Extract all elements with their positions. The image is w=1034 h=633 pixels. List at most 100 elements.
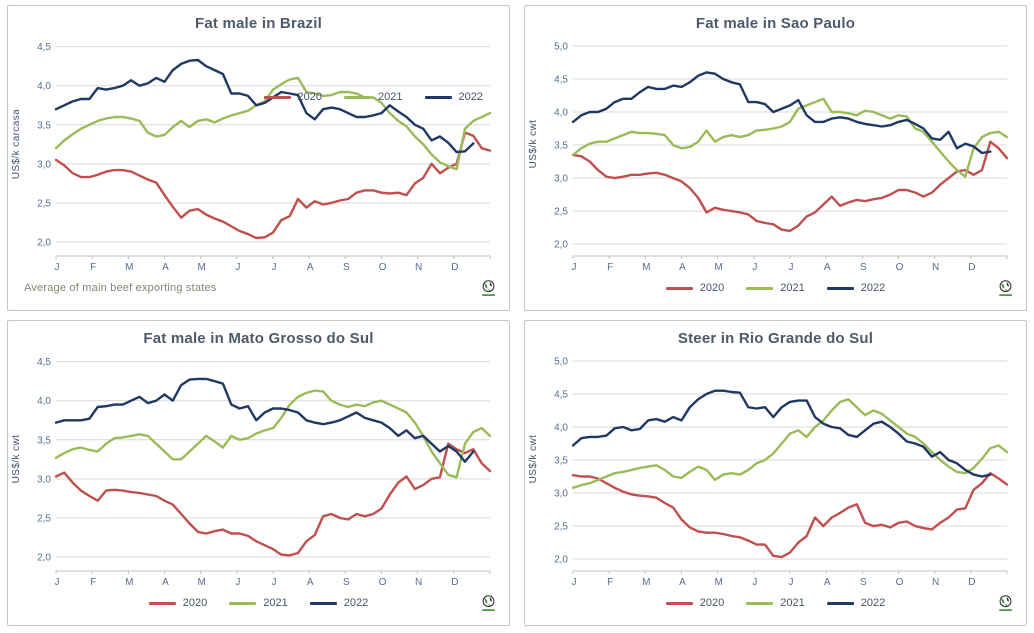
x-tick-label: F [90, 577, 96, 588]
x-tick-label: M [642, 262, 650, 273]
x-tick-label: D [968, 577, 975, 588]
legend-swatch-2020 [665, 286, 693, 290]
y-tick-label: 4,5 [37, 42, 51, 53]
plot-area: 2,0 2,5 3,0 3,5 4,0 4,5 5,0 J F M A M J J A S O N D [554, 41, 1009, 273]
x-tick-label: A [824, 577, 831, 588]
y-tick-label: 2,5 [554, 207, 568, 218]
y-tick-label: 4,0 [37, 81, 51, 92]
plot-wrap: US$/k cwt 2,0 2,5 3,0 3,5 4,0 4,5 5,0 J F M A M J J A S… [525, 34, 1026, 274]
series-line-2021 [571, 97, 1009, 178]
series-line-2020 [571, 140, 1009, 233]
y-tick-label: 2,0 [37, 237, 51, 248]
globe-logo-icon [481, 595, 496, 612]
x-tick-label: N [932, 262, 939, 273]
legend-label: 2020 [182, 597, 208, 609]
chart-title: Steer in Rio Grande do Sul [677, 330, 874, 347]
y-tick-label: 2,5 [37, 513, 51, 524]
y-tick-label: 4,0 [37, 396, 51, 407]
x-tick-label: A [824, 262, 831, 273]
legend-item-2021: 2021 [229, 597, 288, 609]
x-tick-label: O [896, 577, 904, 588]
y-tick-label: 4,5 [554, 389, 568, 400]
legend-swatch-2021 [344, 95, 372, 99]
legend-label: 2022 [458, 91, 483, 103]
x-tick-label: M [714, 262, 722, 273]
y-tick-label: 2,5 [554, 522, 568, 533]
legend-swatch-2022 [826, 286, 854, 290]
x-tick-label: O [896, 262, 904, 273]
legend: 2020 2021 2022 [263, 91, 483, 103]
y-axis-label: US$/k cwt [528, 120, 539, 169]
series-line-2022 [54, 377, 475, 463]
legend-label: 2020 [699, 282, 725, 294]
x-tick-label: J [752, 577, 757, 588]
x-tick-label: F [607, 262, 613, 273]
globe-logo-icon [481, 280, 496, 297]
y-tick-label: 2,0 [554, 240, 568, 251]
x-tick-label: M [125, 262, 133, 273]
x-tick-label: S [860, 262, 867, 273]
legend-item-2020: 2020 [665, 597, 725, 609]
x-tick-label: J [272, 262, 277, 273]
y-tick-label: 3,0 [37, 474, 51, 485]
legend-item-2022: 2022 [826, 282, 885, 294]
legend-swatch-2021 [229, 601, 257, 605]
series-line-2020 [571, 471, 1009, 559]
footnote: Average of main beef exporting states [24, 282, 217, 294]
bottom-row: 2020 2021 2022 [525, 274, 1026, 302]
x-tick-label: J [55, 577, 60, 588]
series-line-2021 [571, 398, 1009, 490]
legend-label: 2021 [378, 91, 403, 103]
chart-panel-fat-male-mato-grosso-do-sul: Fat male in Mato Grosso do Sul US$/k cwt… [7, 320, 510, 626]
plot-area: 2,0 2,5 3,0 3,5 4,0 4,5 5,0 J F M A M J J A S O N D [554, 356, 1009, 588]
plot-area: 2,0 2,5 3,0 3,5 4,0 4,5 J F M A M J J A S O N D [37, 357, 492, 588]
x-tick-label: D [451, 577, 458, 588]
x-tick-label: J [789, 577, 794, 588]
y-tick-label: 4,0 [554, 423, 568, 434]
legend-item-2020: 2020 [665, 282, 725, 294]
legend-label: 2021 [780, 597, 805, 609]
x-tick-label: M [125, 577, 133, 588]
y-axis-label: US$/k cwt [528, 435, 539, 484]
bottom-row: 2020 2021 2022 [8, 589, 509, 617]
legend-swatch-2022 [309, 601, 337, 605]
x-tick-label: M [197, 262, 205, 273]
x-tick-label: D [451, 262, 458, 273]
legend-item-2021: 2021 [344, 91, 403, 103]
legend-label: 2020 [297, 91, 323, 103]
bottom-row: 2020 2021 2022 [525, 589, 1026, 617]
y-axis-label: US$/k cwt [11, 435, 22, 484]
plot-area: 2,0 2,5 3,0 3,5 4,0 4,5 J F M A M J J A S O N D [37, 42, 492, 273]
x-tick-label: J [272, 577, 277, 588]
chart-panel-steer-rio-grande-do-sul: Steer in Rio Grande do Sul US$/k cwt 2,0… [524, 320, 1027, 626]
x-tick-label: M [642, 577, 650, 588]
globe-logo-icon [998, 595, 1013, 612]
legend-item-2020: 2020 [148, 597, 208, 609]
series-line-2022 [54, 58, 475, 154]
legend-swatch-2020 [148, 601, 176, 605]
y-tick-label: 2,0 [37, 552, 51, 563]
legend-item-2022: 2022 [309, 597, 368, 609]
legend-swatch-2022 [826, 601, 854, 605]
x-tick-label: F [90, 262, 96, 273]
series-line-2021 [54, 76, 492, 171]
x-tick-label: A [679, 262, 686, 273]
series-line-2022 [571, 71, 992, 155]
legend-label: 2021 [780, 282, 805, 294]
chart-panel-fat-male-brazil: Fat male in Brazil US$/k carcasa 2,0 2,5 3… [7, 5, 510, 311]
x-tick-label: A [679, 577, 686, 588]
legend-swatch-2020 [665, 601, 693, 605]
legend-swatch-2022 [424, 95, 452, 99]
x-tick-label: S [343, 262, 350, 273]
legend-item-2021: 2021 [746, 282, 805, 294]
legend-swatch-2021 [746, 286, 774, 290]
legend-label: 2020 [699, 597, 725, 609]
x-tick-label: J [55, 262, 60, 273]
y-tick-label: 3,5 [554, 456, 568, 467]
x-tick-label: S [860, 577, 867, 588]
legend: 2020 2021 2022 [148, 597, 368, 609]
y-tick-label: 5,0 [554, 356, 568, 367]
legend-label: 2022 [860, 597, 886, 609]
x-tick-label: J [572, 577, 577, 588]
